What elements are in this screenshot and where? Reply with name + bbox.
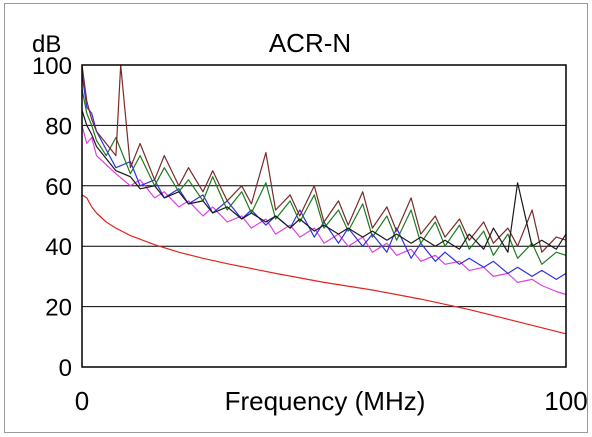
- y-tick-labels: 0 20 40 60 80 100: [32, 53, 72, 382]
- y-tick-label: 0: [59, 355, 72, 382]
- x-axis-label: Frequency (MHz): [225, 386, 426, 416]
- y-axis-unit-label: dB: [32, 31, 61, 58]
- series-line-5: [81, 64, 567, 253]
- series-line-1: [81, 194, 567, 335]
- chart-title: ACR-N: [269, 28, 351, 58]
- series-line-2: [81, 125, 567, 296]
- grid-lines: [82, 64, 566, 368]
- series-line-3: [81, 74, 567, 280]
- series-lines: [81, 64, 567, 335]
- x-tick-label: 0: [75, 386, 89, 416]
- x-tick-label: 100: [544, 386, 587, 416]
- y-tick-label: 100: [32, 53, 72, 80]
- series-line-6: [81, 110, 567, 253]
- x-tick-labels: 0 100: [75, 386, 588, 416]
- y-tick-label: 60: [45, 174, 72, 201]
- series-line-4: [81, 89, 567, 265]
- y-tick-label: 40: [45, 234, 72, 261]
- plot-area-border: [81, 64, 567, 368]
- y-tick-label: 20: [45, 295, 72, 322]
- y-tick-label: 80: [45, 113, 72, 140]
